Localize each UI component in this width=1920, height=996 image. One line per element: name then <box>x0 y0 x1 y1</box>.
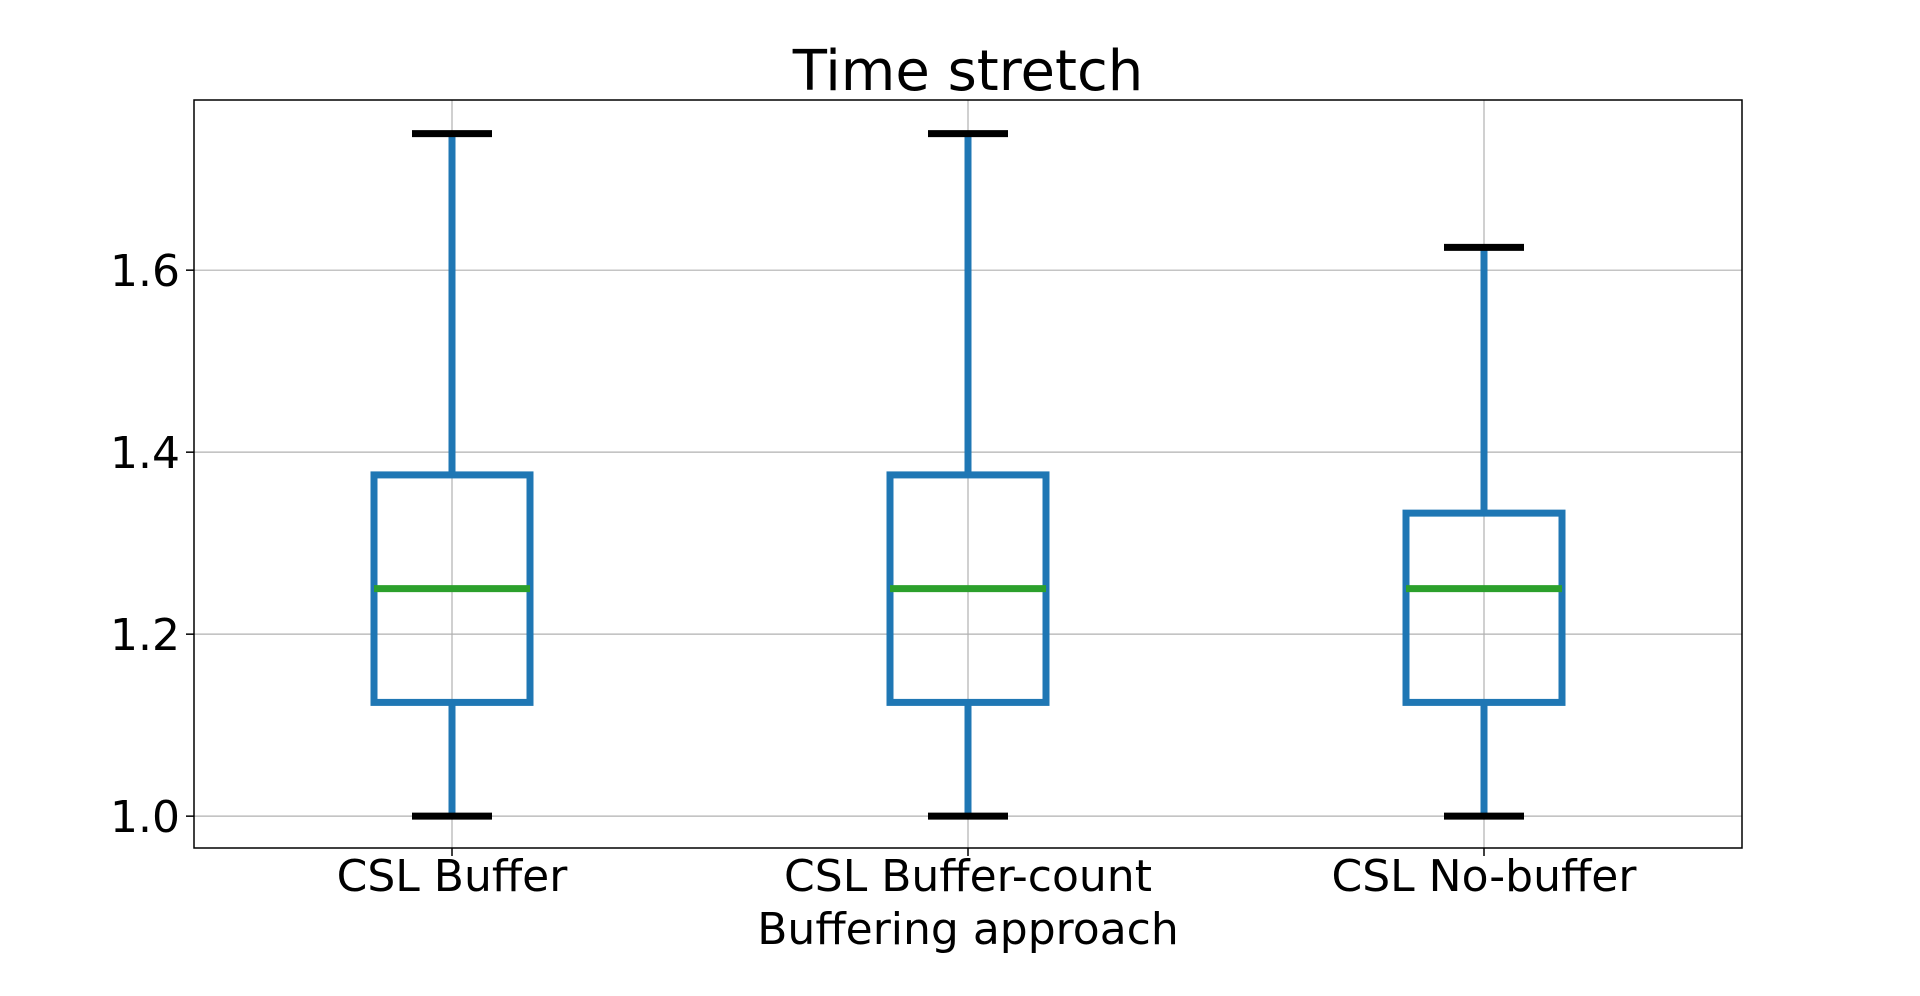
box-group <box>886 130 1050 820</box>
x-tick-label: CSL No-buffer <box>1332 851 1638 902</box>
box-group <box>1402 243 1566 820</box>
y-tick-label: 1.2 <box>110 610 180 661</box>
iqr-box <box>1402 509 1566 706</box>
y-tick-label: 1.4 <box>110 428 180 479</box>
x-tick-label: CSL Buffer-count <box>784 851 1152 902</box>
x-axis-label: Buffering approach <box>757 904 1178 955</box>
y-tick-label: 1.0 <box>110 792 180 843</box>
y-tick-label: 1.6 <box>110 246 180 297</box>
chart-title: Time stretch <box>792 39 1143 104</box>
x-tick-label: CSL Buffer <box>337 851 569 902</box>
tick-labels: 1.0 1.2 1.4 1.6 CSL Buffer CSL Buffer-count CS… <box>110 246 1637 902</box>
box-group <box>370 130 534 820</box>
boxes-layer <box>370 130 1566 820</box>
